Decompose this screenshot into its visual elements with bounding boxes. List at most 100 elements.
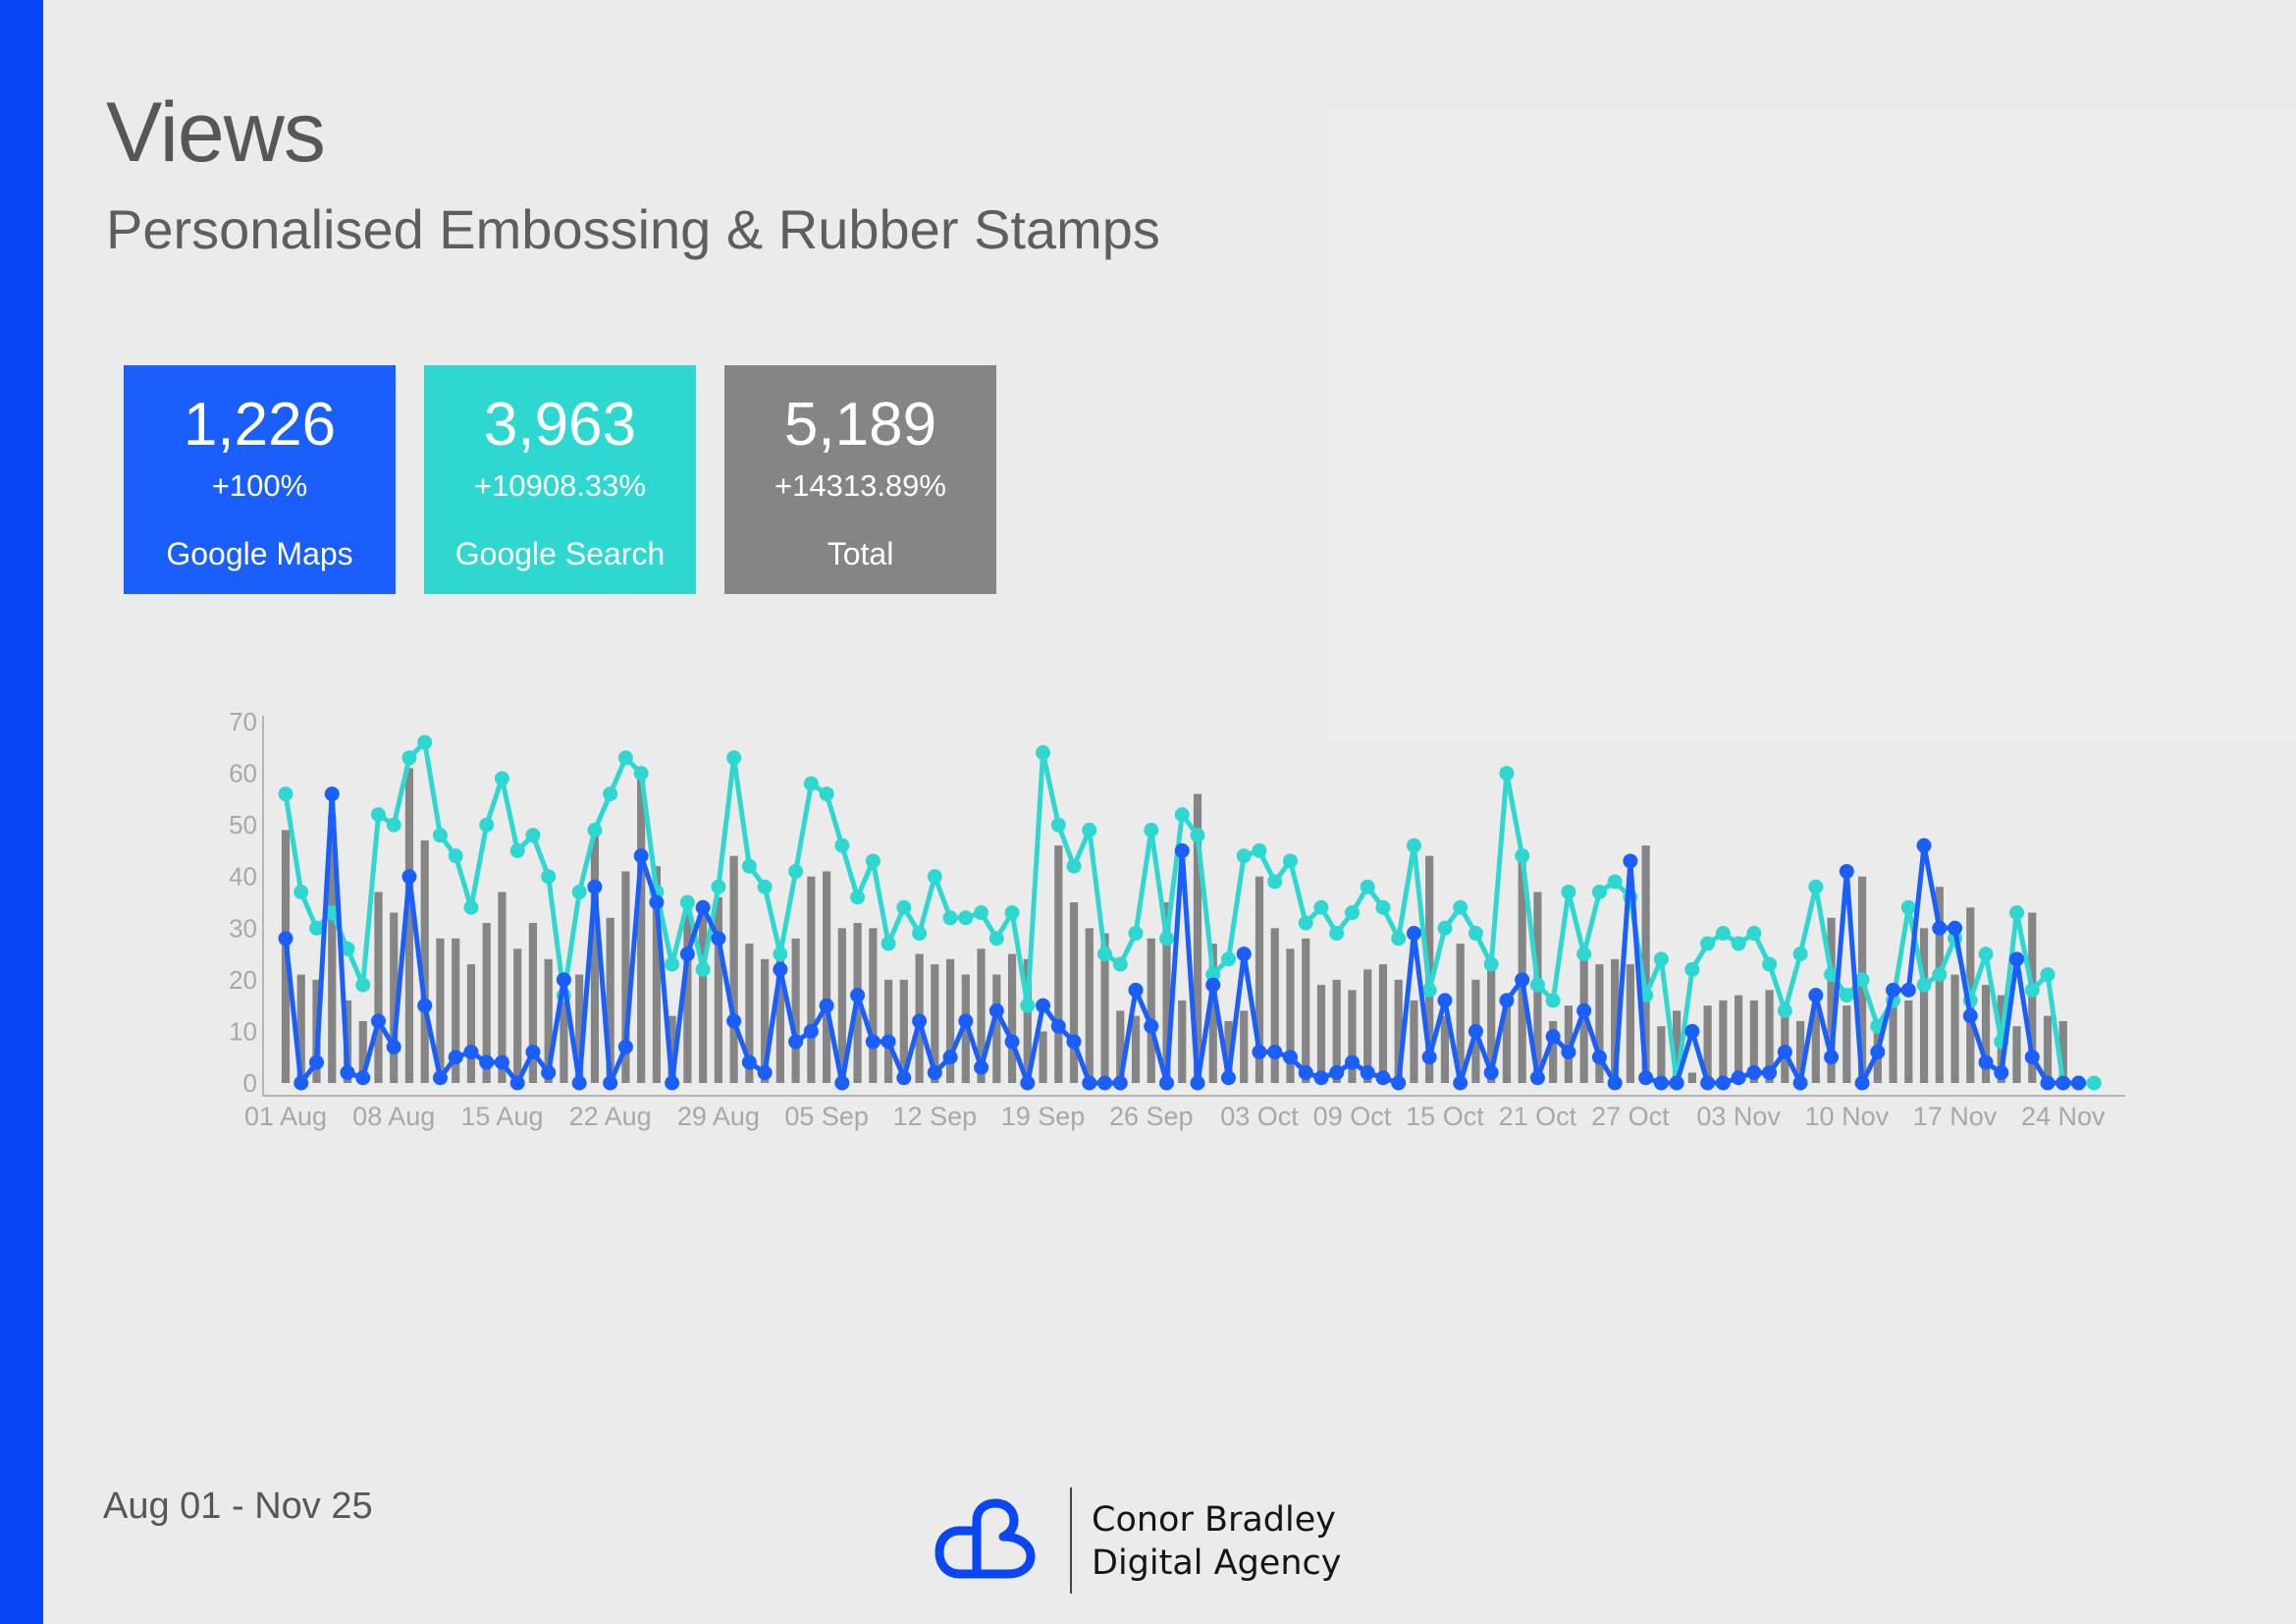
google-search-point xyxy=(432,828,448,843)
google-search-point xyxy=(1561,884,1576,899)
card-label: Google Maps xyxy=(166,536,353,571)
card-value: 1,226 xyxy=(183,391,337,459)
google-search-point xyxy=(974,905,989,921)
bar xyxy=(1487,964,1496,1083)
bar xyxy=(1811,1005,1820,1083)
google-maps-point xyxy=(2056,1075,2071,1091)
bar xyxy=(1935,887,1944,1083)
google-maps-point xyxy=(463,1044,479,1059)
bar xyxy=(823,871,831,1083)
google-search-point xyxy=(541,869,557,885)
google-maps-point xyxy=(2071,1075,2087,1091)
bar xyxy=(791,938,800,1083)
y-tick-label: 0 xyxy=(243,1068,257,1098)
logo-divider xyxy=(1070,1488,1072,1594)
google-search-point xyxy=(1839,988,1854,1003)
views-chart: 0 10 20 30 40 50 60 70 01 Aug 08 Aug 15 Aug 22 Aug 2… xyxy=(229,707,2125,1131)
x-tick-label: 26 Sep xyxy=(1109,1102,1194,1131)
google-search-point xyxy=(2040,967,2056,983)
bar xyxy=(1007,953,1017,1083)
bar xyxy=(1270,928,1279,1083)
bar xyxy=(745,944,754,1083)
google-search-point xyxy=(665,956,680,972)
google-search-point xyxy=(1391,931,1407,947)
google-search-point xyxy=(525,828,541,843)
bar xyxy=(1440,1015,1450,1083)
google-maps-point xyxy=(1282,1050,1298,1065)
google-search-point xyxy=(896,899,912,915)
bar xyxy=(1162,902,1171,1083)
bar xyxy=(1147,938,1155,1083)
bar xyxy=(590,835,600,1083)
google-maps-point xyxy=(1004,1034,1020,1050)
page-title: Views xyxy=(106,85,326,180)
google-maps-point xyxy=(1962,1008,1978,1024)
google-search-point xyxy=(355,977,371,993)
bar xyxy=(807,876,816,1083)
bar xyxy=(1116,1010,1125,1083)
google-maps-point xyxy=(1978,1055,1994,1070)
google-search-point xyxy=(1792,947,1808,962)
google-search-point xyxy=(958,910,974,926)
bar xyxy=(1131,1015,1141,1083)
bar xyxy=(482,923,491,1083)
bar xyxy=(1378,964,1388,1083)
google-maps-point xyxy=(1900,982,1916,998)
bar xyxy=(1302,938,1310,1083)
google-maps-point xyxy=(1453,1075,1468,1091)
google-search-point xyxy=(1298,915,1313,931)
bar xyxy=(1735,995,1743,1083)
google-maps-point xyxy=(942,1050,958,1065)
google-maps-point xyxy=(1406,926,1421,942)
google-maps-point xyxy=(1020,1075,1036,1091)
google-maps-point xyxy=(571,1075,587,1091)
x-tick-label: 21 Oct xyxy=(1499,1102,1577,1131)
google-search-point xyxy=(603,786,618,802)
google-maps-point xyxy=(1545,1029,1561,1045)
card-google-search: 3,963 +10908.33% Google Search xyxy=(424,365,696,594)
google-maps-point xyxy=(1421,1050,1437,1065)
x-tick-label: 05 Sep xyxy=(784,1102,869,1131)
bar xyxy=(1518,855,1526,1083)
bar xyxy=(1842,1005,1851,1083)
google-search-point xyxy=(1360,879,1375,894)
google-search-point xyxy=(1344,905,1360,921)
google-maps-point xyxy=(1715,1075,1731,1091)
google-maps-point xyxy=(448,1050,463,1065)
google-maps-point xyxy=(1576,1002,1592,1018)
bar xyxy=(637,778,646,1083)
google-maps-point xyxy=(1854,1075,1870,1091)
google-search-point xyxy=(1174,807,1190,823)
y-tick-label: 50 xyxy=(229,810,257,839)
google-search-point xyxy=(1715,926,1731,942)
google-maps-point xyxy=(401,869,417,885)
bar xyxy=(374,892,383,1083)
background-panel xyxy=(1327,110,2296,738)
bar xyxy=(328,814,337,1083)
google-maps-point xyxy=(509,1075,525,1091)
google-maps-point xyxy=(2040,1075,2056,1091)
bar xyxy=(1703,1005,1712,1083)
google-maps-point xyxy=(1128,982,1144,998)
google-search-point xyxy=(1036,745,1051,761)
google-maps-point xyxy=(711,931,726,947)
bar xyxy=(1410,1000,1418,1083)
google-maps-point xyxy=(1994,1064,2009,1080)
bar xyxy=(1193,793,1202,1083)
google-maps-point xyxy=(788,1034,804,1050)
google-search-point xyxy=(1808,879,1824,894)
google-maps-point xyxy=(1561,1044,1576,1059)
google-search-point xyxy=(278,786,294,802)
bar xyxy=(621,871,630,1083)
google-search-point xyxy=(757,879,773,894)
google-maps-point xyxy=(2009,951,2025,967)
google-maps-point xyxy=(803,1023,819,1039)
bar xyxy=(1316,985,1326,1083)
bar xyxy=(1348,990,1357,1083)
google-maps-point xyxy=(974,1059,989,1075)
bar xyxy=(1564,1005,1573,1083)
google-maps-point xyxy=(1607,1075,1623,1091)
google-maps-point xyxy=(278,931,294,947)
google-search-point xyxy=(1252,842,1267,858)
bar xyxy=(560,974,568,1083)
